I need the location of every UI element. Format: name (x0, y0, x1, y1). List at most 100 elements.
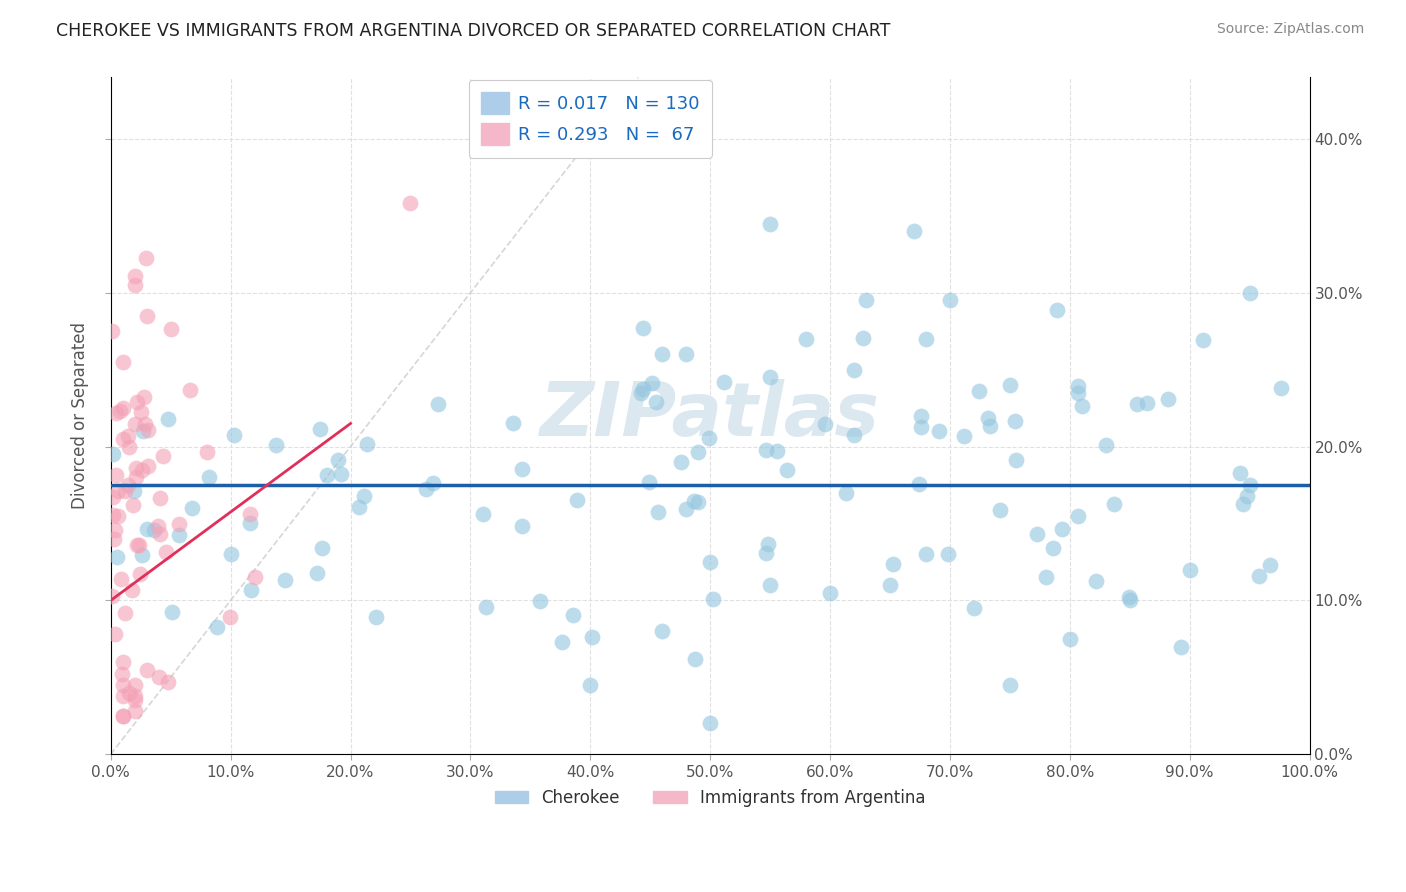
Point (1236, 489, 1258, 503)
Text: CHEROKEE VS IMMIGRANTS FROM ARGENTINA DIVORCED OR SEPARATED CORRELATION CHART: CHEROKEE VS IMMIGRANTS FROM ARGENTINA DI… (56, 22, 890, 40)
Point (855, 293, 877, 308)
Text: Source: ZipAtlas.com: Source: ZipAtlas.com (1216, 22, 1364, 37)
Point (117, 477, 139, 491)
Point (121, 583, 143, 598)
Point (356, 436, 378, 450)
Point (759, 578, 782, 592)
Point (713, 375, 735, 389)
Point (1157, 392, 1180, 407)
Point (998, 378, 1021, 392)
Point (581, 630, 603, 644)
Point (239, 516, 262, 530)
Point (311, 541, 333, 555)
Point (910, 409, 932, 424)
Point (243, 570, 266, 584)
Point (675, 501, 697, 516)
Point (908, 476, 931, 491)
Point (129, 405, 152, 419)
Point (111, 432, 134, 446)
Point (1035, 570, 1057, 584)
Point (330, 467, 353, 481)
Point (105, 549, 128, 564)
Point (152, 449, 174, 463)
Point (305, 566, 328, 580)
Point (567, 492, 589, 507)
Point (1059, 632, 1081, 646)
Point (879, 578, 901, 592)
Point (1025, 526, 1047, 541)
Point (135, 663, 157, 677)
Point (529, 594, 551, 608)
Point (685, 651, 707, 665)
Point (1126, 397, 1149, 411)
Point (818, 585, 841, 599)
Point (1118, 590, 1140, 604)
Point (1239, 478, 1261, 492)
Point (169, 517, 191, 532)
Point (688, 494, 710, 508)
Point (111, 678, 134, 692)
Point (309, 422, 332, 436)
Point (205, 620, 228, 634)
Point (1258, 558, 1281, 572)
Point (107, 484, 129, 499)
Point (105, 467, 128, 482)
Point (952, 428, 974, 442)
Point (1046, 303, 1069, 318)
Point (104, 627, 127, 641)
Point (1247, 568, 1270, 582)
Point (124, 417, 146, 431)
Point (1042, 541, 1064, 556)
Point (1270, 381, 1292, 395)
Point (915, 332, 938, 346)
Point (963, 601, 986, 615)
Point (686, 445, 709, 459)
Point (988, 503, 1011, 517)
Point (111, 401, 134, 416)
Point (131, 548, 153, 562)
Point (1095, 438, 1118, 452)
Point (160, 322, 183, 336)
Point (938, 547, 960, 561)
Point (103, 447, 125, 461)
Point (579, 678, 602, 692)
Point (630, 385, 652, 400)
Point (124, 268, 146, 283)
Point (551, 635, 574, 649)
Point (699, 716, 721, 731)
Point (131, 463, 153, 477)
Point (1136, 395, 1159, 409)
Point (1239, 285, 1261, 300)
Point (114, 483, 136, 498)
Point (939, 293, 962, 308)
Point (198, 470, 221, 484)
Point (510, 518, 533, 533)
Point (1229, 466, 1251, 480)
Point (128, 538, 150, 552)
Point (124, 689, 146, 703)
Point (101, 324, 124, 338)
Point (124, 704, 146, 718)
Point (814, 417, 837, 432)
Point (1085, 574, 1108, 589)
Point (399, 195, 422, 210)
Point (105, 406, 128, 420)
Point (132, 390, 155, 404)
Point (146, 518, 169, 533)
Point (979, 419, 1001, 434)
Point (422, 476, 444, 491)
Point (1102, 497, 1125, 511)
Point (1192, 333, 1215, 347)
Point (125, 538, 148, 552)
Point (682, 494, 704, 508)
Point (631, 382, 654, 396)
Point (1178, 563, 1201, 577)
Point (315, 468, 337, 483)
Point (347, 500, 370, 514)
Point (638, 475, 661, 489)
Point (976, 411, 998, 425)
Point (136, 458, 159, 473)
Point (222, 428, 245, 442)
Point (1170, 640, 1192, 654)
Point (107, 508, 129, 523)
